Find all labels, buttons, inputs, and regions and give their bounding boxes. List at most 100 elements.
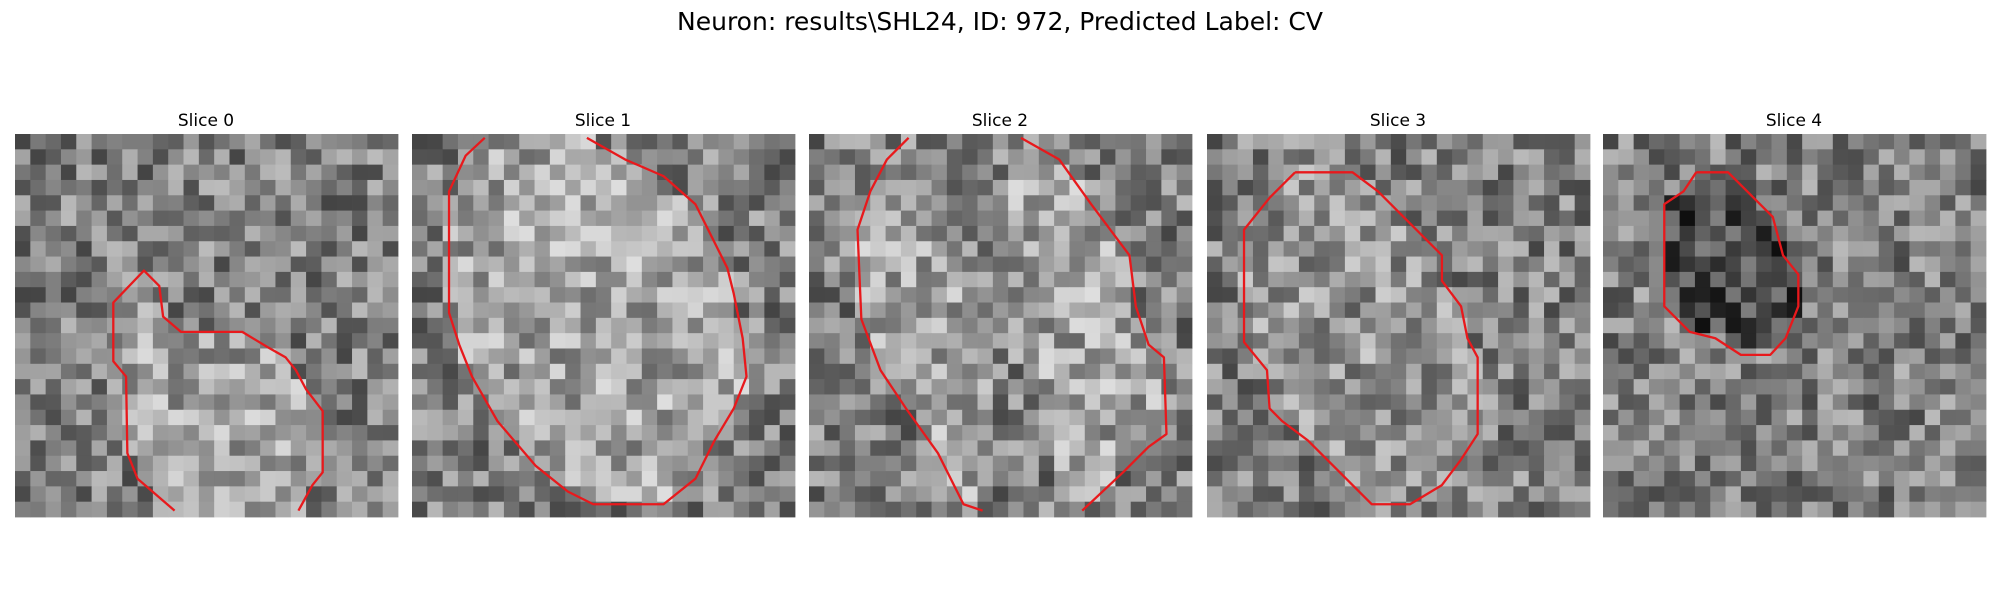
pixel — [76, 348, 92, 365]
pixel — [1710, 471, 1726, 487]
pixel — [1482, 394, 1499, 411]
pixel — [275, 149, 292, 166]
pixel — [1100, 302, 1116, 319]
pixel — [457, 379, 474, 395]
pixel — [992, 241, 1009, 257]
pixel — [931, 317, 948, 334]
pixel — [626, 394, 643, 411]
pixel — [1115, 425, 1132, 441]
pixel — [854, 149, 871, 166]
pixel — [718, 501, 735, 518]
pixel — [672, 287, 689, 303]
pixel — [1222, 317, 1239, 334]
pixel — [1176, 501, 1193, 518]
pixel — [1528, 501, 1545, 518]
pixel — [565, 302, 581, 319]
pixel — [931, 302, 948, 319]
pixel — [916, 149, 932, 166]
pixel — [1344, 379, 1361, 395]
pixel — [442, 471, 459, 487]
pixel — [809, 471, 825, 487]
pixel — [214, 256, 230, 273]
pixel — [977, 348, 994, 365]
pixel — [1115, 486, 1132, 503]
pixel — [1513, 134, 1530, 150]
pixel — [321, 302, 338, 319]
pixel — [809, 501, 825, 518]
pixel — [1848, 179, 1864, 196]
pixel — [229, 440, 246, 457]
pixel — [900, 149, 917, 166]
pixel — [1832, 225, 1849, 242]
pixel — [1544, 287, 1560, 303]
pixel — [503, 241, 520, 257]
pixel — [321, 333, 338, 349]
pixel — [214, 271, 230, 288]
pixel — [229, 486, 246, 503]
pixel — [457, 225, 474, 242]
pixel — [244, 195, 261, 211]
pixel — [412, 210, 428, 227]
pixel — [519, 287, 535, 303]
pixel — [1603, 302, 1619, 319]
pixel — [687, 394, 704, 411]
pixel — [1069, 134, 1086, 150]
pixel — [1344, 302, 1361, 319]
pixel — [275, 363, 292, 380]
pixel — [611, 348, 627, 365]
pixel — [382, 501, 399, 518]
pixel — [306, 363, 322, 380]
pixel — [1314, 256, 1330, 273]
pixel — [703, 409, 719, 426]
pixel — [687, 164, 704, 181]
pixel — [137, 287, 154, 303]
pixel — [198, 210, 215, 227]
pixel — [91, 394, 108, 411]
pixel — [290, 210, 307, 227]
contour — [1663, 171, 1800, 357]
pixel — [1559, 425, 1576, 441]
pixel — [549, 149, 566, 166]
pixel — [885, 302, 902, 319]
pixel — [779, 363, 796, 380]
pixel — [1924, 471, 1941, 487]
pixel — [382, 287, 399, 303]
pixel — [352, 149, 368, 166]
pixel — [595, 409, 612, 426]
pixel — [76, 302, 92, 319]
pixel — [1146, 486, 1162, 503]
pixel — [60, 363, 77, 380]
pixel — [1710, 455, 1726, 472]
pixel — [1252, 225, 1269, 242]
pixel — [1482, 256, 1499, 273]
pixel — [1817, 501, 1834, 518]
pixel — [1498, 333, 1514, 349]
pixel — [595, 455, 612, 472]
pixel — [1618, 287, 1635, 303]
pixel — [1694, 501, 1711, 518]
pixel — [749, 379, 765, 395]
pixel — [488, 134, 505, 150]
pixel — [1848, 425, 1864, 441]
pixel — [1344, 210, 1361, 227]
pixel — [503, 394, 520, 411]
pixel — [946, 348, 963, 365]
contour — [112, 269, 324, 512]
pixel — [1955, 179, 1972, 196]
pixel — [687, 149, 704, 166]
pixel — [260, 225, 276, 242]
pixel — [1130, 164, 1147, 181]
pixel — [1207, 409, 1223, 426]
pixel — [1207, 425, 1223, 441]
pixel — [977, 179, 994, 196]
pixel — [1176, 363, 1193, 380]
pixel — [1329, 486, 1346, 503]
pixel — [1054, 394, 1070, 411]
pixel — [122, 179, 138, 196]
pixel — [1038, 394, 1055, 411]
pixel — [1222, 302, 1239, 319]
pixel — [1100, 134, 1116, 150]
pixel — [106, 210, 123, 227]
pixel — [1970, 394, 1987, 411]
pixel — [1802, 149, 1818, 166]
